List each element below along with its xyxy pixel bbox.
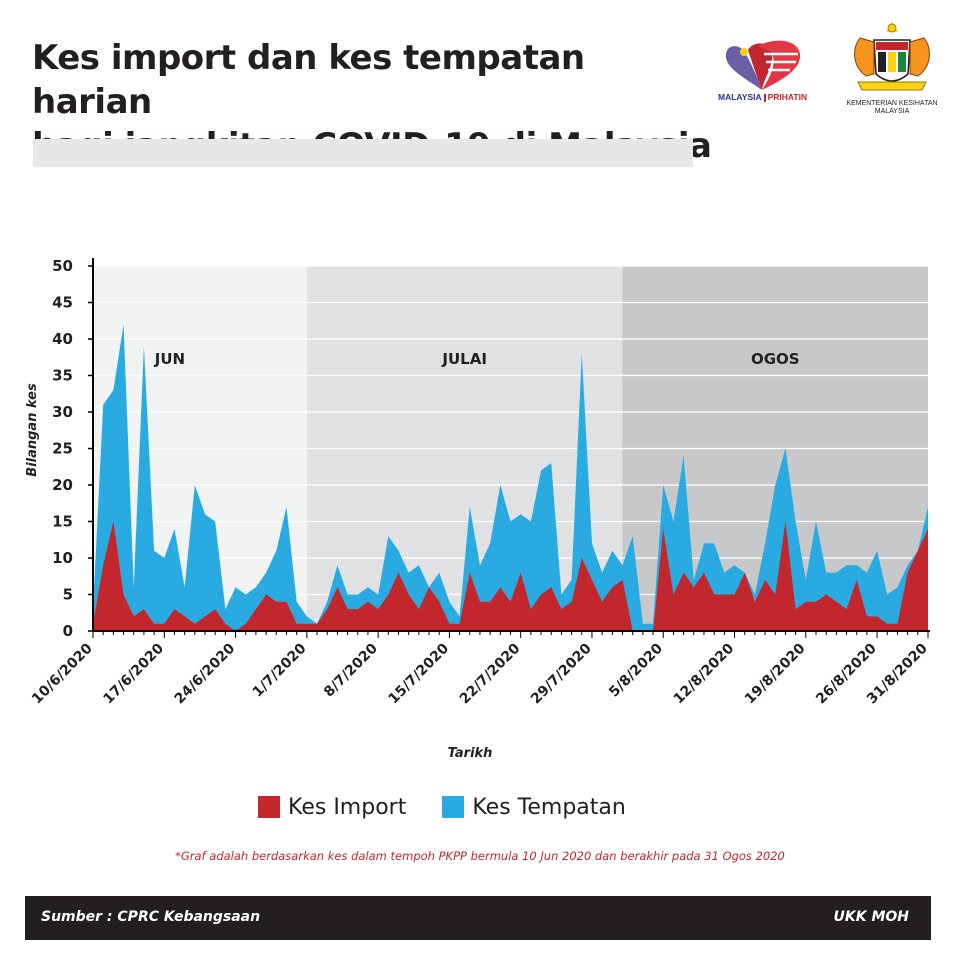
footnote: *Graf adalah berdasarkan kes dalam tempo… xyxy=(175,849,785,863)
x-tick-label: 17/6/2020 xyxy=(100,640,167,707)
y-tick-label-5: 5 xyxy=(63,586,73,604)
y-tick-label-10: 10 xyxy=(52,549,73,567)
malaysia-prihatin-logo: MALAYSIA PRIHATIN xyxy=(718,34,828,114)
covid-area-chart: 0 5 10 15 20 25 30 35 40 45 50 10/6/2020 17/6/2020 24… xyxy=(25,257,931,761)
x-tick-label: 22/7/2020 xyxy=(457,640,524,707)
y-tick-label-45: 45 xyxy=(52,294,73,312)
month-label-julai: JULAI xyxy=(441,350,487,368)
logo-text-prihatin: PRIHATIN xyxy=(767,92,808,102)
source-text: Sumber : CPRC Kebangsaan xyxy=(41,909,261,925)
y-tick-label-20: 20 xyxy=(52,476,73,494)
logo-text-malaysia: MALAYSIA xyxy=(718,92,762,102)
chart-legend: Kes Import Kes Tempatan xyxy=(258,792,662,822)
title-line-1: Kes import dan kes tempatan harian xyxy=(32,38,585,122)
legend-swatch-tempatan xyxy=(442,796,465,818)
x-tick-label: 1/7/2020 xyxy=(250,640,310,700)
month-label-jun: JUN xyxy=(154,350,185,368)
y-axis-label: Bilangan kes xyxy=(25,383,40,477)
heart-flag-icon xyxy=(725,40,801,90)
y-tick-label-25: 25 xyxy=(52,440,73,458)
x-tick-label: 10/6/2020 xyxy=(29,640,96,707)
coat-of-arms-icon xyxy=(854,22,930,91)
footer-bar: Sumber : CPRC Kebangsaan UKK MOH xyxy=(25,896,931,940)
x-tick-label: 15/7/2020 xyxy=(385,640,452,707)
x-tick-label: 29/7/2020 xyxy=(528,640,595,707)
area-kes-import xyxy=(93,521,928,631)
title-underline-bar xyxy=(33,139,693,167)
y-tick-label-50: 50 xyxy=(52,257,73,275)
x-tick-label: 5/8/2020 xyxy=(606,640,666,700)
org-text: UKK MOH xyxy=(833,909,910,925)
legend-item-tempatan: Kes Tempatan xyxy=(442,794,626,820)
x-tick-label: 12/8/2020 xyxy=(671,640,738,707)
malaysia-prihatin-text: MALAYSIA PRIHATIN xyxy=(718,92,828,102)
y-tick-label-35: 35 xyxy=(52,367,73,385)
y-tick-label-30: 30 xyxy=(52,403,73,421)
x-tick-label: 24/6/2020 xyxy=(172,640,239,707)
kkm-logo-text: KEMENTERIAN KESIHATAN MALAYSIA xyxy=(836,100,948,116)
x-tick-label: 19/8/2020 xyxy=(742,640,809,707)
x-tick-label: 8/7/2020 xyxy=(321,640,381,700)
month-label-ogos: OGOS xyxy=(751,350,800,368)
kkm-text-line-2: MALAYSIA xyxy=(874,108,910,115)
legend-label-tempatan: Kes Tempatan xyxy=(472,794,626,820)
y-tick-label-40: 40 xyxy=(52,330,73,348)
y-tick-label-0: 0 xyxy=(63,622,73,640)
kkm-logo: KEMENTERIAN KESIHATAN MALAYSIA xyxy=(836,18,948,118)
logo-divider xyxy=(763,93,766,102)
y-tick-label-15: 15 xyxy=(52,513,73,531)
legend-swatch-import xyxy=(258,796,280,818)
area-kes-tempatan xyxy=(93,324,928,631)
legend-item-import: Kes Import xyxy=(258,795,406,820)
kkm-text-line-1: KEMENTERIAN KESIHATAN xyxy=(846,100,938,107)
legend-label-import: Kes Import xyxy=(288,794,407,820)
x-axis-label: Tarikh xyxy=(448,746,493,761)
